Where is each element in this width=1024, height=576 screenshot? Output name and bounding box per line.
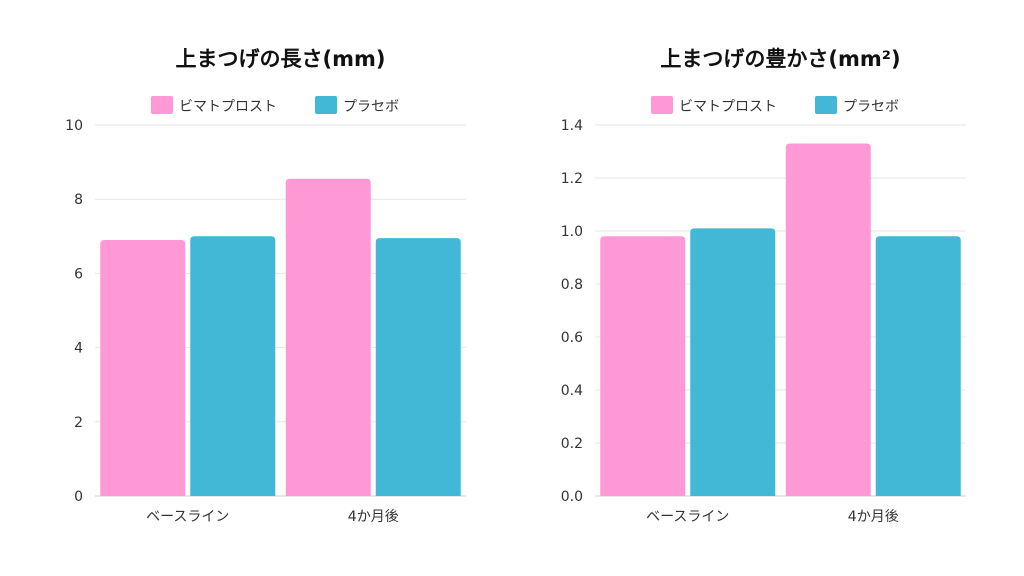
y-tick-label: 0.8	[561, 277, 583, 293]
legend-label-2: プラセボ	[843, 99, 899, 115]
y-tick-label: 1.2	[561, 171, 583, 187]
bar-bimatoprost	[785, 143, 871, 497]
legend-swatch-2	[815, 96, 837, 114]
y-tick-label: 10	[65, 118, 83, 134]
chart-title: 上まつげの豊かさ(mm²)	[660, 47, 900, 71]
bar-placebo	[690, 228, 776, 496]
legend-label-2: プラセボ	[343, 99, 399, 115]
y-tick-label: 6	[74, 266, 83, 282]
y-tick-label: 2	[74, 415, 83, 431]
y-tick-label: 0.4	[561, 383, 583, 399]
x-category-label: ベースライン	[646, 509, 729, 525]
x-category-label: 4か月後	[848, 509, 899, 525]
legend-label-1: ビマトプロスト	[179, 99, 277, 115]
y-tick-label: 1.0	[561, 224, 583, 240]
legend-swatch-1	[151, 96, 173, 114]
bar-placebo	[375, 238, 461, 496]
legend-label-1: ビマトプロスト	[679, 99, 777, 115]
bar-bimatoprost	[285, 178, 371, 497]
bar-bimatoprost	[100, 240, 186, 496]
chart-title: 上まつげの長さ(mm)	[176, 47, 386, 71]
x-category-label: 4か月後	[348, 509, 399, 525]
x-category-label: ベースライン	[146, 509, 229, 525]
chart-1: 上まつげの長さ(mm) ビマトプロスト プラセボ 0 2 4 6 8 10 ベースライン 4か月後	[65, 47, 466, 525]
legend-swatch-2	[315, 96, 337, 114]
y-tick-label: 0	[74, 489, 83, 505]
chart-2: 上まつげの豊かさ(mm²) ビマトプロスト プラセボ 0.0 0.2 0.4 0.6 0.8 1…	[561, 47, 966, 525]
y-tick-label: 1.4	[561, 118, 583, 134]
bar-bimatoprost	[600, 236, 686, 497]
y-tick-label: 0.2	[561, 436, 583, 452]
y-tick-label: 8	[74, 192, 83, 208]
y-tick-label: 4	[74, 341, 83, 357]
bar-placebo	[190, 236, 276, 497]
y-tick-label: 0.0	[561, 489, 583, 505]
bar-placebo	[875, 236, 961, 497]
y-tick-label: 0.6	[561, 330, 583, 346]
legend-swatch-1	[651, 96, 673, 114]
